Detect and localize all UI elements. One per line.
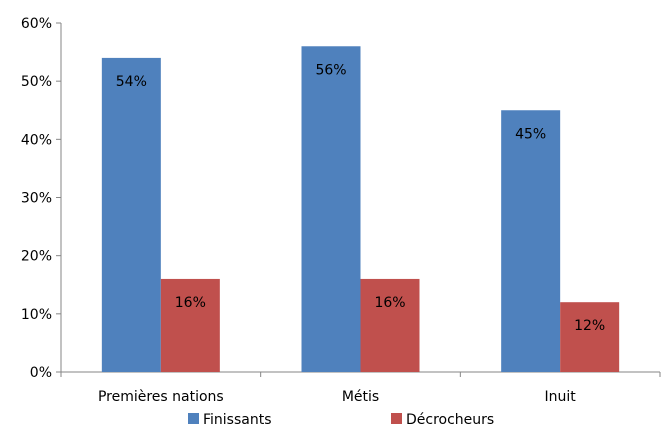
axes: 0% 10% 20% 30% 40% 50% 60% Premières nations Mét… <box>21 16 661 405</box>
data-label-decrocheurs-metis: 16% <box>374 295 405 311</box>
y-tick-label: 40% <box>21 132 52 148</box>
y-tick-label: 10% <box>21 307 52 323</box>
y-tick-label: 20% <box>21 249 52 265</box>
data-label-finissants-premieres-nations: 54% <box>116 74 147 90</box>
y-tick-label: 0% <box>30 365 52 381</box>
data-label-decrocheurs-premieres-nations: 16% <box>175 295 206 311</box>
bars <box>101 46 620 373</box>
legend-swatch-decrocheurs <box>391 413 402 424</box>
bar-finissants-premieres-nations <box>101 57 161 373</box>
bar-decrocheurs-metis <box>360 278 420 372</box>
legend-swatch-finissants <box>188 413 199 424</box>
x-tick-label-premieres-nations: Premières nations <box>98 389 224 405</box>
y-tick-label: 30% <box>21 191 52 207</box>
x-tick-label-metis: Métis <box>342 389 379 405</box>
data-label-finissants-inuit: 45% <box>515 126 546 142</box>
y-tick-label: 60% <box>21 16 52 32</box>
bar-decrocheurs-premieres-nations <box>160 278 220 372</box>
legend: Finissants Décrocheurs <box>188 412 494 428</box>
legend-label-decrocheurs: Décrocheurs <box>406 412 494 428</box>
bar-finissants-inuit <box>501 110 561 372</box>
data-label-decrocheurs-inuit: 12% <box>574 318 605 334</box>
legend-label-finissants: Finissants <box>203 412 272 428</box>
data-labels: 54% 16% 56% 16% 45% 12% <box>116 62 605 334</box>
y-tick-label: 50% <box>21 74 52 90</box>
x-tick-label-inuit: Inuit <box>545 389 577 405</box>
data-label-finissants-metis: 56% <box>315 62 346 78</box>
bar-finissants-metis <box>301 46 361 373</box>
bar-decrocheurs-inuit <box>560 302 620 372</box>
